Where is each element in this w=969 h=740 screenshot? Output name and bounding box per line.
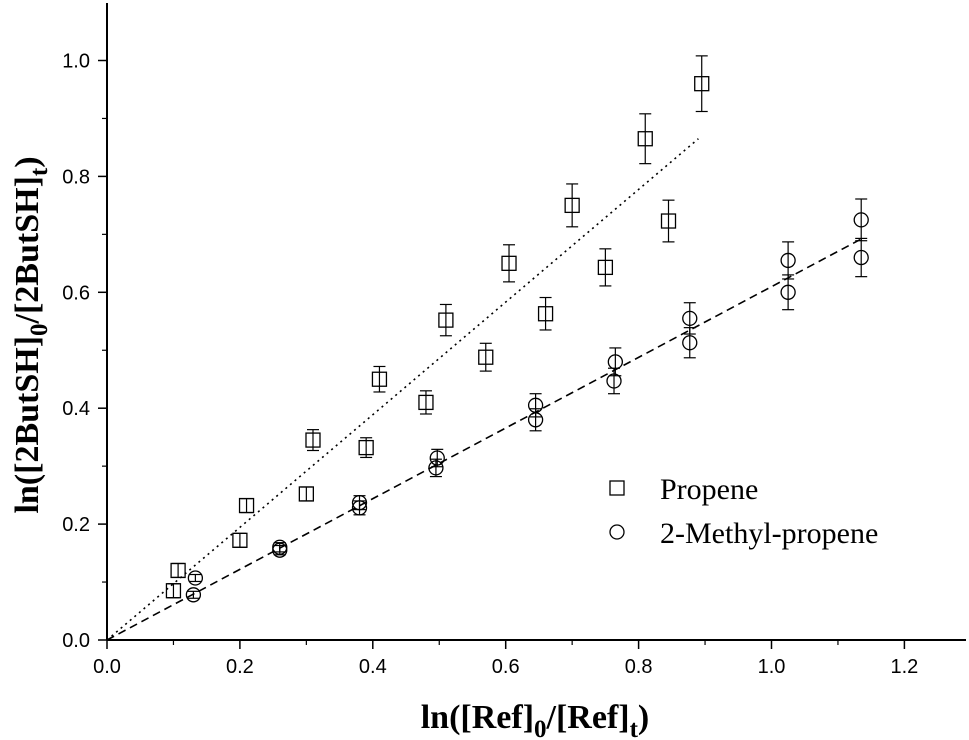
propene-point xyxy=(694,55,710,113)
legend-label-methyl-propene: 2-Methyl-propene xyxy=(660,517,878,550)
propene-point xyxy=(537,296,554,331)
circle-marker xyxy=(185,587,202,603)
circle-marker xyxy=(607,354,623,370)
circle-marker xyxy=(351,495,368,511)
x-tick-label: 1.2 xyxy=(890,656,918,678)
legend-label-propene: Propene xyxy=(660,473,758,506)
y-tick-label: 0.0 xyxy=(62,630,90,652)
propene-point xyxy=(170,562,186,579)
methyl-propene-point xyxy=(853,198,869,242)
square-marker xyxy=(694,76,710,92)
propene-fit-line xyxy=(106,138,699,641)
methyl-propene-fit-line xyxy=(106,238,862,641)
circle-marker xyxy=(272,539,288,555)
circle-marker xyxy=(682,335,698,351)
square-marker xyxy=(660,213,677,229)
methyl-propene-point xyxy=(185,587,202,603)
square-marker xyxy=(358,439,374,456)
circle-marker xyxy=(780,252,796,269)
square-marker xyxy=(232,532,248,548)
fit-lines xyxy=(106,138,862,641)
propene-point xyxy=(564,183,580,228)
propene-point xyxy=(660,199,677,243)
circle-marker xyxy=(682,310,698,327)
methyl-propene-point xyxy=(351,495,368,511)
methyl-propene-point xyxy=(606,367,622,395)
x-axis-title: ln([Ref]0/[Ref]t) xyxy=(421,699,650,740)
propene-point xyxy=(358,437,374,459)
circle-marker xyxy=(780,284,796,300)
propene-point xyxy=(232,532,248,548)
propene-point xyxy=(298,486,315,502)
methyl-propene-point xyxy=(272,539,288,555)
propene-point xyxy=(501,244,517,283)
methyl-propene-point xyxy=(187,570,204,586)
legend-marker-circle xyxy=(609,524,625,540)
methyl-propene-point xyxy=(853,237,869,278)
y-tick-label: 0.2 xyxy=(62,514,90,536)
circle-marker xyxy=(429,450,445,466)
legend-marker-square xyxy=(609,480,625,496)
propene-point xyxy=(165,583,182,599)
y-tick-label: 0.6 xyxy=(62,282,90,304)
x-tick-label: 0.2 xyxy=(226,656,254,678)
legend: Propene 2-Methyl-propene xyxy=(609,473,878,550)
circle-marker xyxy=(527,397,544,413)
circle-marker xyxy=(428,460,444,476)
methyl-propene-point xyxy=(607,347,623,377)
axis-ticks: 0.0 0.2 0.4 0.6 0.8 1.0 1.2 0.0 0.2 0.4 0.6 0.8 1.0 xyxy=(62,51,918,679)
methyl-propene-point xyxy=(780,274,796,311)
methyl-propene-point xyxy=(527,393,544,418)
x-tick-label: 0.8 xyxy=(625,656,653,678)
propene-point xyxy=(418,390,434,415)
propene-point xyxy=(478,342,494,372)
x-tick-label: 1.0 xyxy=(758,656,786,678)
propene-point xyxy=(305,429,321,452)
square-marker xyxy=(298,486,315,502)
y-axis-title: ln([2ButSH]0/[2ButSH]t) xyxy=(9,156,53,513)
methyl-propene-point xyxy=(682,302,698,335)
data-points xyxy=(165,55,869,603)
y-tick-label: 1.0 xyxy=(62,51,90,73)
x-tick-label: 0.4 xyxy=(359,656,387,678)
square-marker xyxy=(238,497,255,514)
square-marker xyxy=(537,306,554,322)
x-tick-label: 0.0 xyxy=(93,656,121,678)
square-marker xyxy=(418,394,434,411)
y-tick-label: 0.4 xyxy=(62,398,90,420)
square-marker xyxy=(501,255,517,271)
methyl-propene-point xyxy=(428,458,444,478)
circle-marker xyxy=(187,570,204,586)
square-marker xyxy=(170,562,186,579)
circle-marker xyxy=(853,249,869,266)
propene-point xyxy=(438,303,454,337)
square-marker xyxy=(564,197,580,214)
x-tick-label: 0.6 xyxy=(492,656,520,678)
square-marker xyxy=(438,312,454,328)
circle-marker xyxy=(853,212,869,228)
y-tick-label: 0.8 xyxy=(62,166,90,188)
square-marker xyxy=(165,583,182,599)
square-marker xyxy=(597,259,614,276)
square-marker xyxy=(371,371,388,387)
square-marker xyxy=(478,349,494,365)
propene-point xyxy=(637,113,653,165)
methyl-propene-point xyxy=(780,241,796,280)
propene-point xyxy=(597,248,614,287)
propene-point xyxy=(238,497,255,514)
methyl-propene-point xyxy=(429,448,445,468)
propene-point xyxy=(371,365,388,393)
square-marker xyxy=(305,432,321,448)
square-marker xyxy=(637,131,653,147)
circle-marker xyxy=(606,373,622,389)
